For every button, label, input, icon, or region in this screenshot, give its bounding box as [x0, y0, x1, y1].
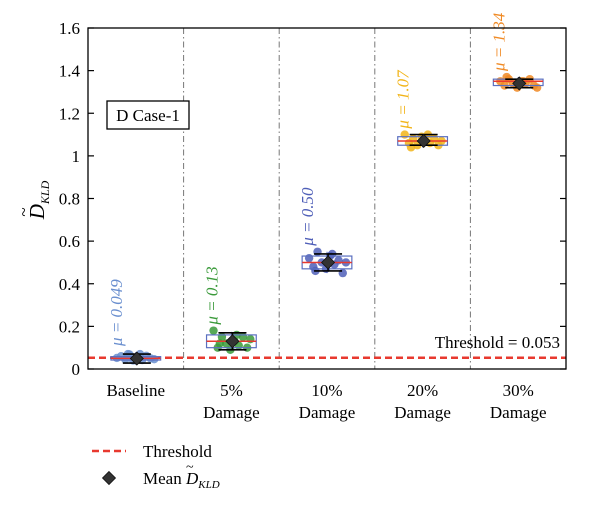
x-tick-label: 20%	[407, 381, 438, 400]
group-2: μ = 0.13	[202, 266, 257, 355]
data-point	[400, 130, 409, 139]
mean-label: μ = 1.07	[394, 69, 413, 130]
mean-marker	[225, 334, 240, 349]
data-point	[338, 268, 347, 278]
y-axis-title-tilde: ~	[14, 207, 33, 216]
data-point	[334, 256, 343, 265]
x-tick-label: 5%	[220, 381, 243, 400]
x-tick-label: 10%	[311, 381, 342, 400]
legend-mean-swatch	[101, 470, 117, 486]
data-point	[532, 83, 542, 92]
y-axis-title-main: D	[25, 204, 49, 220]
legend-mean-word: Mean	[143, 469, 186, 488]
group-5: μ = 1.34	[489, 12, 544, 92]
group-3: μ = 0.50	[298, 187, 353, 278]
legend-mean-subscript: KLD	[197, 479, 219, 491]
mean-label: μ = 0.13	[202, 266, 221, 325]
mean-label: μ = 0.50	[298, 187, 317, 247]
data-point	[246, 334, 255, 344]
y-tick-label: 0	[72, 360, 81, 379]
x-tick-label-line2: Damage	[203, 403, 260, 422]
y-tick-label: 0.4	[59, 275, 81, 294]
threshold-label: Threshold = 0.053	[435, 333, 560, 352]
data-point	[313, 247, 322, 256]
mean-label: μ = 1.34	[489, 12, 508, 72]
data-point	[304, 253, 314, 263]
x-axis: Baseline 5% Damage 10% Damage 20% Damage 30% Dam…	[107, 381, 547, 422]
mean-marker	[512, 76, 527, 91]
legend-mean-tilde: ~	[186, 460, 194, 475]
case-label: D Case-1	[116, 106, 180, 125]
mean-marker	[129, 351, 144, 366]
x-tick-label: Baseline	[107, 381, 166, 400]
plot-area	[88, 28, 566, 369]
y-tick-label: 1.2	[59, 104, 80, 123]
x-tick-label-line2: Damage	[299, 403, 356, 422]
data-point	[406, 143, 416, 152]
group-4: μ = 1.07	[394, 69, 449, 152]
y-tick-label: 0.6	[59, 232, 80, 251]
y-tick-label: 0.8	[59, 190, 80, 209]
y-axis-title-sub: KLD	[38, 180, 52, 205]
legend-mean-label: Mean DKLD	[143, 469, 220, 491]
legend-threshold-label: Threshold	[143, 442, 212, 461]
x-tick-label-line2: Damage	[394, 403, 451, 422]
y-tick-label: 0.2	[59, 317, 80, 336]
legend-mean-symbol: D	[185, 469, 199, 488]
mean-marker	[416, 133, 431, 149]
data-point	[502, 72, 511, 82]
group-1: μ = 0.049	[107, 279, 162, 366]
mean-label: μ = 0.049	[107, 279, 126, 347]
y-tick-label: 1	[72, 147, 81, 166]
x-tick-label-line2: Damage	[490, 403, 547, 422]
case-label-frame	[106, 100, 190, 130]
data-point	[209, 326, 218, 335]
y-tick-label: 1.4	[59, 62, 81, 81]
y-tick-label: 1.6	[59, 19, 80, 38]
mean-marker	[320, 255, 336, 270]
y-axis-title-text: DKLD	[25, 180, 52, 220]
y-axis: 0 0.2 0.4 0.6 0.8 1 1.2 1.4 1.6	[59, 19, 566, 379]
data-point	[215, 339, 225, 348]
y-axis-title: DKLD~	[14, 180, 52, 220]
legend: Threshold Mean DKLD~	[92, 442, 220, 491]
case-label-box: D Case-1	[106, 100, 190, 130]
x-tick-label: 30%	[503, 381, 534, 400]
